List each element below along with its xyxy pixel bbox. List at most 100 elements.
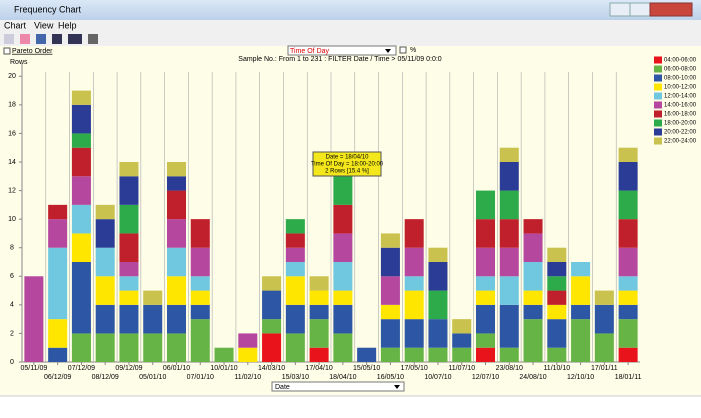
x-field-dropdown-text: Date <box>275 384 290 391</box>
title-bar <box>0 0 701 20</box>
bar-segment <box>166 162 187 177</box>
legend-label: 08:00-10:00 <box>664 76 697 82</box>
percent-label[interactable]: % <box>410 47 416 54</box>
bar-segment <box>499 304 519 348</box>
bar-segment <box>48 347 68 362</box>
x-tick-label: 06/12/09 <box>44 374 71 381</box>
bar-segment <box>143 290 163 305</box>
bar-segment <box>452 333 472 348</box>
menu-item[interactable]: Chart <box>4 20 27 30</box>
checkbox[interactable] <box>3 47 11 55</box>
tooltip-line: 2 Rows [15.4 %] <box>325 169 369 175</box>
bar-segment <box>190 290 210 305</box>
field-dropdown[interactable] <box>287 45 397 56</box>
x-tick-label: 14/03/10 <box>258 365 285 372</box>
x-tick-label: 06/01/10 <box>163 365 190 372</box>
bar-segment <box>119 176 139 205</box>
bar-segment <box>48 319 68 348</box>
bar-segment <box>119 290 139 305</box>
bar-segment <box>523 304 543 320</box>
pareto-label[interactable]: Pareto Order <box>12 48 53 55</box>
y-tick-label: 6 <box>10 273 14 280</box>
x-tick-label: 12/10/10 <box>567 374 594 381</box>
bar-segment <box>618 304 638 320</box>
bar-segment <box>119 162 139 177</box>
tool-button[interactable] <box>4 34 14 44</box>
bar-segment <box>190 219 210 248</box>
bar-segment <box>262 290 282 320</box>
x-tick-label: 24/08/10 <box>519 374 546 381</box>
bar-segment <box>475 347 496 362</box>
field-dropdown-text: Time Of Day <box>290 48 330 55</box>
bar-segment <box>475 247 496 277</box>
checkbox[interactable] <box>399 46 407 54</box>
bar-segment <box>333 333 353 362</box>
tool-button[interactable] <box>52 34 62 44</box>
tool-button[interactable] <box>88 34 98 44</box>
close-button[interactable] <box>649 2 693 17</box>
bar-segment <box>71 333 91 362</box>
bar-segment <box>309 347 329 362</box>
bar-segment <box>499 247 519 277</box>
legend-swatch <box>654 101 662 109</box>
x-tick-label: 11/10/10 <box>543 365 570 372</box>
bar-segment <box>143 304 163 334</box>
bar-segment <box>190 247 210 277</box>
bar-segment <box>119 304 139 334</box>
bar-segment <box>547 304 567 320</box>
bar-segment <box>547 319 567 348</box>
tool-button[interactable] <box>68 34 82 44</box>
bar-segment <box>71 104 91 134</box>
legend-label: 10:00-12:00 <box>664 85 697 91</box>
x-tick-label: 10/01/10 <box>210 365 237 372</box>
bar-segment <box>285 262 305 277</box>
bar-segment <box>262 333 282 362</box>
menu-item[interactable]: Help <box>58 20 77 30</box>
bar-segment <box>119 276 139 291</box>
x-field-dropdown[interactable] <box>271 381 405 392</box>
bar-segment <box>499 219 519 248</box>
bar-segment <box>404 276 424 291</box>
tool-button[interactable] <box>36 34 46 44</box>
bar-segment <box>238 347 258 362</box>
menu-item[interactable]: View <box>34 20 54 30</box>
bar-segment <box>285 276 305 305</box>
bar-segment <box>143 333 163 362</box>
bar-segment <box>428 290 448 320</box>
tool-button[interactable] <box>20 34 30 44</box>
bar-segment <box>547 347 567 362</box>
bar-segment <box>309 319 329 348</box>
tooltip <box>312 151 382 177</box>
bar-segment <box>475 219 496 248</box>
y-tick-label: 14 <box>8 159 16 166</box>
bar-segment <box>618 347 638 362</box>
legend-swatch <box>654 56 662 64</box>
bar-segment <box>166 176 187 191</box>
bar-segment <box>475 276 496 291</box>
maximize-button[interactable] <box>629 2 651 17</box>
bar-segment <box>333 262 353 291</box>
tooltip-line: Time Of Day = 18:00-20:00 <box>311 162 384 168</box>
legend-label: 04:00-06:00 <box>664 58 697 64</box>
bar-segment <box>95 276 115 305</box>
legend-label: 16:00-18:00 <box>664 112 697 118</box>
bar-segment <box>523 319 543 362</box>
legend-label: 06:00-08:00 <box>664 67 697 73</box>
bar-segment <box>48 219 68 248</box>
bar-segment <box>333 233 353 262</box>
x-tick-label: 17/01/11 <box>591 365 618 372</box>
bar-segment <box>95 204 115 220</box>
bar-segment <box>166 304 187 334</box>
bar-segment <box>523 290 543 305</box>
bar-segment <box>475 333 496 348</box>
x-tick-label: 07/01/10 <box>187 374 214 381</box>
bar-segment <box>190 276 210 291</box>
x-tick-label: 15/05/10 <box>353 365 380 372</box>
bar-segment <box>24 276 44 362</box>
x-tick-label: 05/01/10 <box>139 374 166 381</box>
minimize-button[interactable] <box>609 2 631 17</box>
bar-segment <box>119 333 139 362</box>
bar-segment <box>166 190 187 220</box>
bar-segment <box>618 319 638 348</box>
